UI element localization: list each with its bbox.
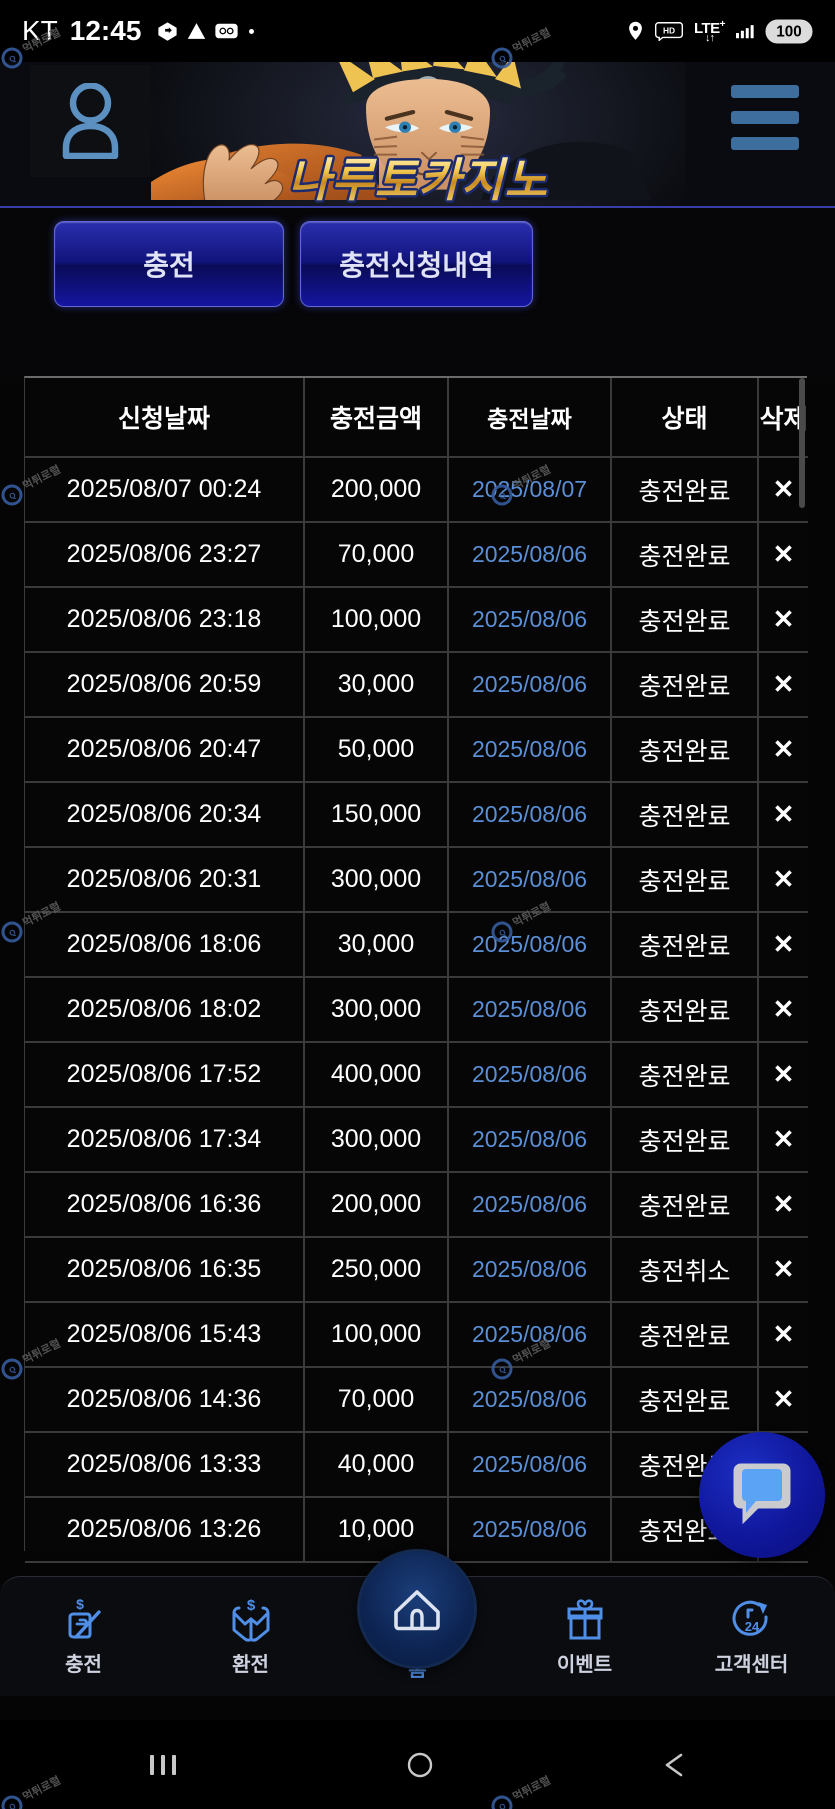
svg-text:$: $ <box>246 1597 255 1614</box>
svg-text:24: 24 <box>744 1619 759 1634</box>
svg-text:100: 100 <box>776 23 801 40</box>
svg-text:나루토카지노: 나루토카지노 <box>288 154 548 206</box>
svg-text:HD: HD <box>663 25 675 35</box>
svg-text:$: $ <box>76 1597 84 1612</box>
